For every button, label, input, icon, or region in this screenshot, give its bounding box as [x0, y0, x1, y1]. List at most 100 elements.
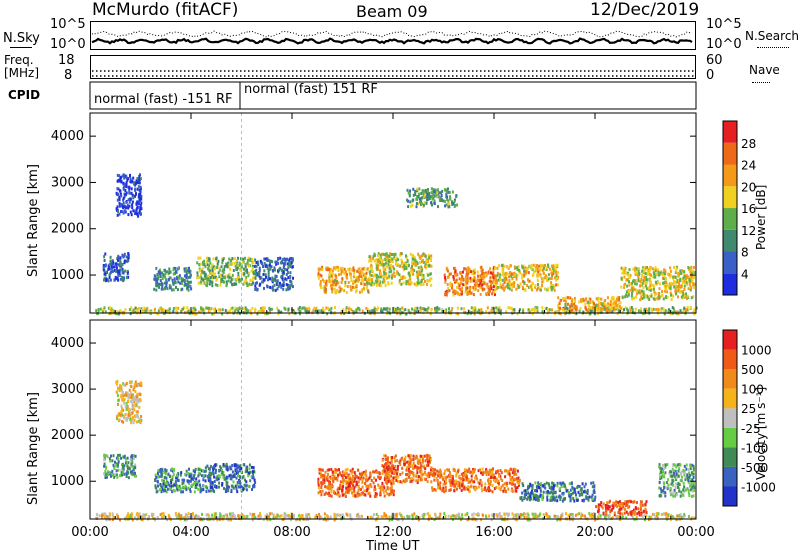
power-cell: [255, 264, 258, 268]
velocity-cell: [341, 476, 344, 480]
power-cell: [206, 260, 209, 264]
power-cell: [224, 276, 227, 280]
power-cell: [231, 306, 234, 310]
power-cell: [643, 308, 646, 312]
power-cell: [632, 267, 635, 271]
power-cell: [180, 282, 183, 285]
velocity-cell: [166, 518, 169, 522]
power-cell: [120, 180, 123, 184]
power-cell: [221, 273, 224, 277]
power-cell: [221, 308, 224, 312]
power-cell: [399, 312, 402, 316]
power-cell: [435, 193, 438, 197]
power-cell: [269, 285, 272, 289]
power-cell: [123, 209, 126, 213]
power-cell: [493, 293, 496, 297]
power-cell: [261, 280, 264, 284]
power-cell: [209, 261, 212, 265]
velocity-cell: [177, 515, 179, 519]
power-cell: [431, 203, 433, 207]
power-cell: [418, 281, 421, 285]
velocity-cell: [160, 490, 163, 494]
power-cell: [555, 274, 558, 278]
power-cell: [213, 308, 216, 311]
velocity-cell: [161, 478, 164, 482]
power-cell: [430, 201, 433, 205]
power-cell: [169, 270, 172, 274]
power-cell: [273, 266, 276, 270]
power-cell: [494, 266, 497, 270]
velocity-cell: [349, 515, 352, 519]
power-cell: [280, 275, 283, 279]
power-cell: [177, 275, 180, 279]
velocity-cell: [112, 454, 115, 458]
velocity-cell: [175, 483, 178, 487]
power-cell: [257, 310, 260, 314]
power-cell: [255, 273, 258, 277]
velocity-cell: [131, 456, 134, 460]
power-cluster-9: [443, 265, 496, 297]
power-cell: [566, 307, 569, 311]
velocity-cell: [314, 515, 317, 519]
velocity-cell: [517, 515, 520, 519]
power-cell: [157, 270, 160, 274]
power-cell: [596, 298, 599, 302]
power-cell: [172, 307, 175, 310]
power-cell: [444, 188, 447, 192]
velocity-cell: [157, 469, 160, 473]
velocity-cell: [110, 454, 112, 458]
velocity-cell: [123, 401, 126, 405]
power-cell: [210, 271, 213, 275]
power-cell: [121, 263, 124, 266]
power-cell: [446, 198, 449, 201]
power-cell: [417, 266, 420, 270]
power-cell: [444, 278, 447, 282]
power-cell: [402, 281, 405, 285]
power-cell: [216, 277, 219, 281]
power-cell: [136, 187, 139, 191]
power-cell: [415, 202, 418, 205]
velocity-cell: [117, 413, 120, 417]
power-cell: [265, 275, 267, 279]
power-cell: [534, 268, 537, 271]
power-cell: [345, 291, 348, 295]
velocity-cell: [249, 470, 252, 474]
power-cell: [625, 293, 627, 297]
power-cell: [597, 303, 600, 307]
power-cell: [317, 309, 320, 313]
power-cell: [395, 259, 398, 263]
velocity-cell: [129, 408, 132, 412]
velocity-cell: [554, 514, 557, 518]
power-cell: [672, 275, 675, 279]
power-cell: [549, 277, 552, 281]
power-cell: [640, 310, 643, 314]
power-cell: [474, 308, 477, 312]
velocity-cell: [135, 395, 138, 399]
power-cell: [466, 273, 469, 277]
power-cell: [357, 277, 360, 281]
power-cell: [242, 260, 245, 264]
power-cell: [426, 193, 429, 197]
power-cell: [121, 267, 124, 271]
power-cell: [688, 283, 691, 287]
velocity-cell: [204, 469, 207, 473]
power-cell: [382, 267, 385, 271]
power-cell: [343, 271, 346, 275]
power-cell: [527, 285, 530, 289]
power-cell: [545, 268, 548, 271]
power-cell: [626, 307, 629, 311]
power-cell: [208, 257, 211, 261]
power-cell: [377, 260, 379, 264]
power-cell: [460, 292, 463, 296]
power-cell: [573, 306, 576, 310]
velocity-cell: [187, 472, 190, 476]
velocity-cell: [403, 515, 406, 519]
power-cell: [672, 294, 675, 298]
power-cell: [334, 306, 336, 310]
power-cell: [368, 259, 371, 263]
power-cell: [499, 282, 502, 286]
power-cell: [442, 199, 445, 203]
velocity-cell: [190, 473, 193, 477]
power-cell: [328, 308, 331, 312]
power-cell: [472, 309, 475, 313]
